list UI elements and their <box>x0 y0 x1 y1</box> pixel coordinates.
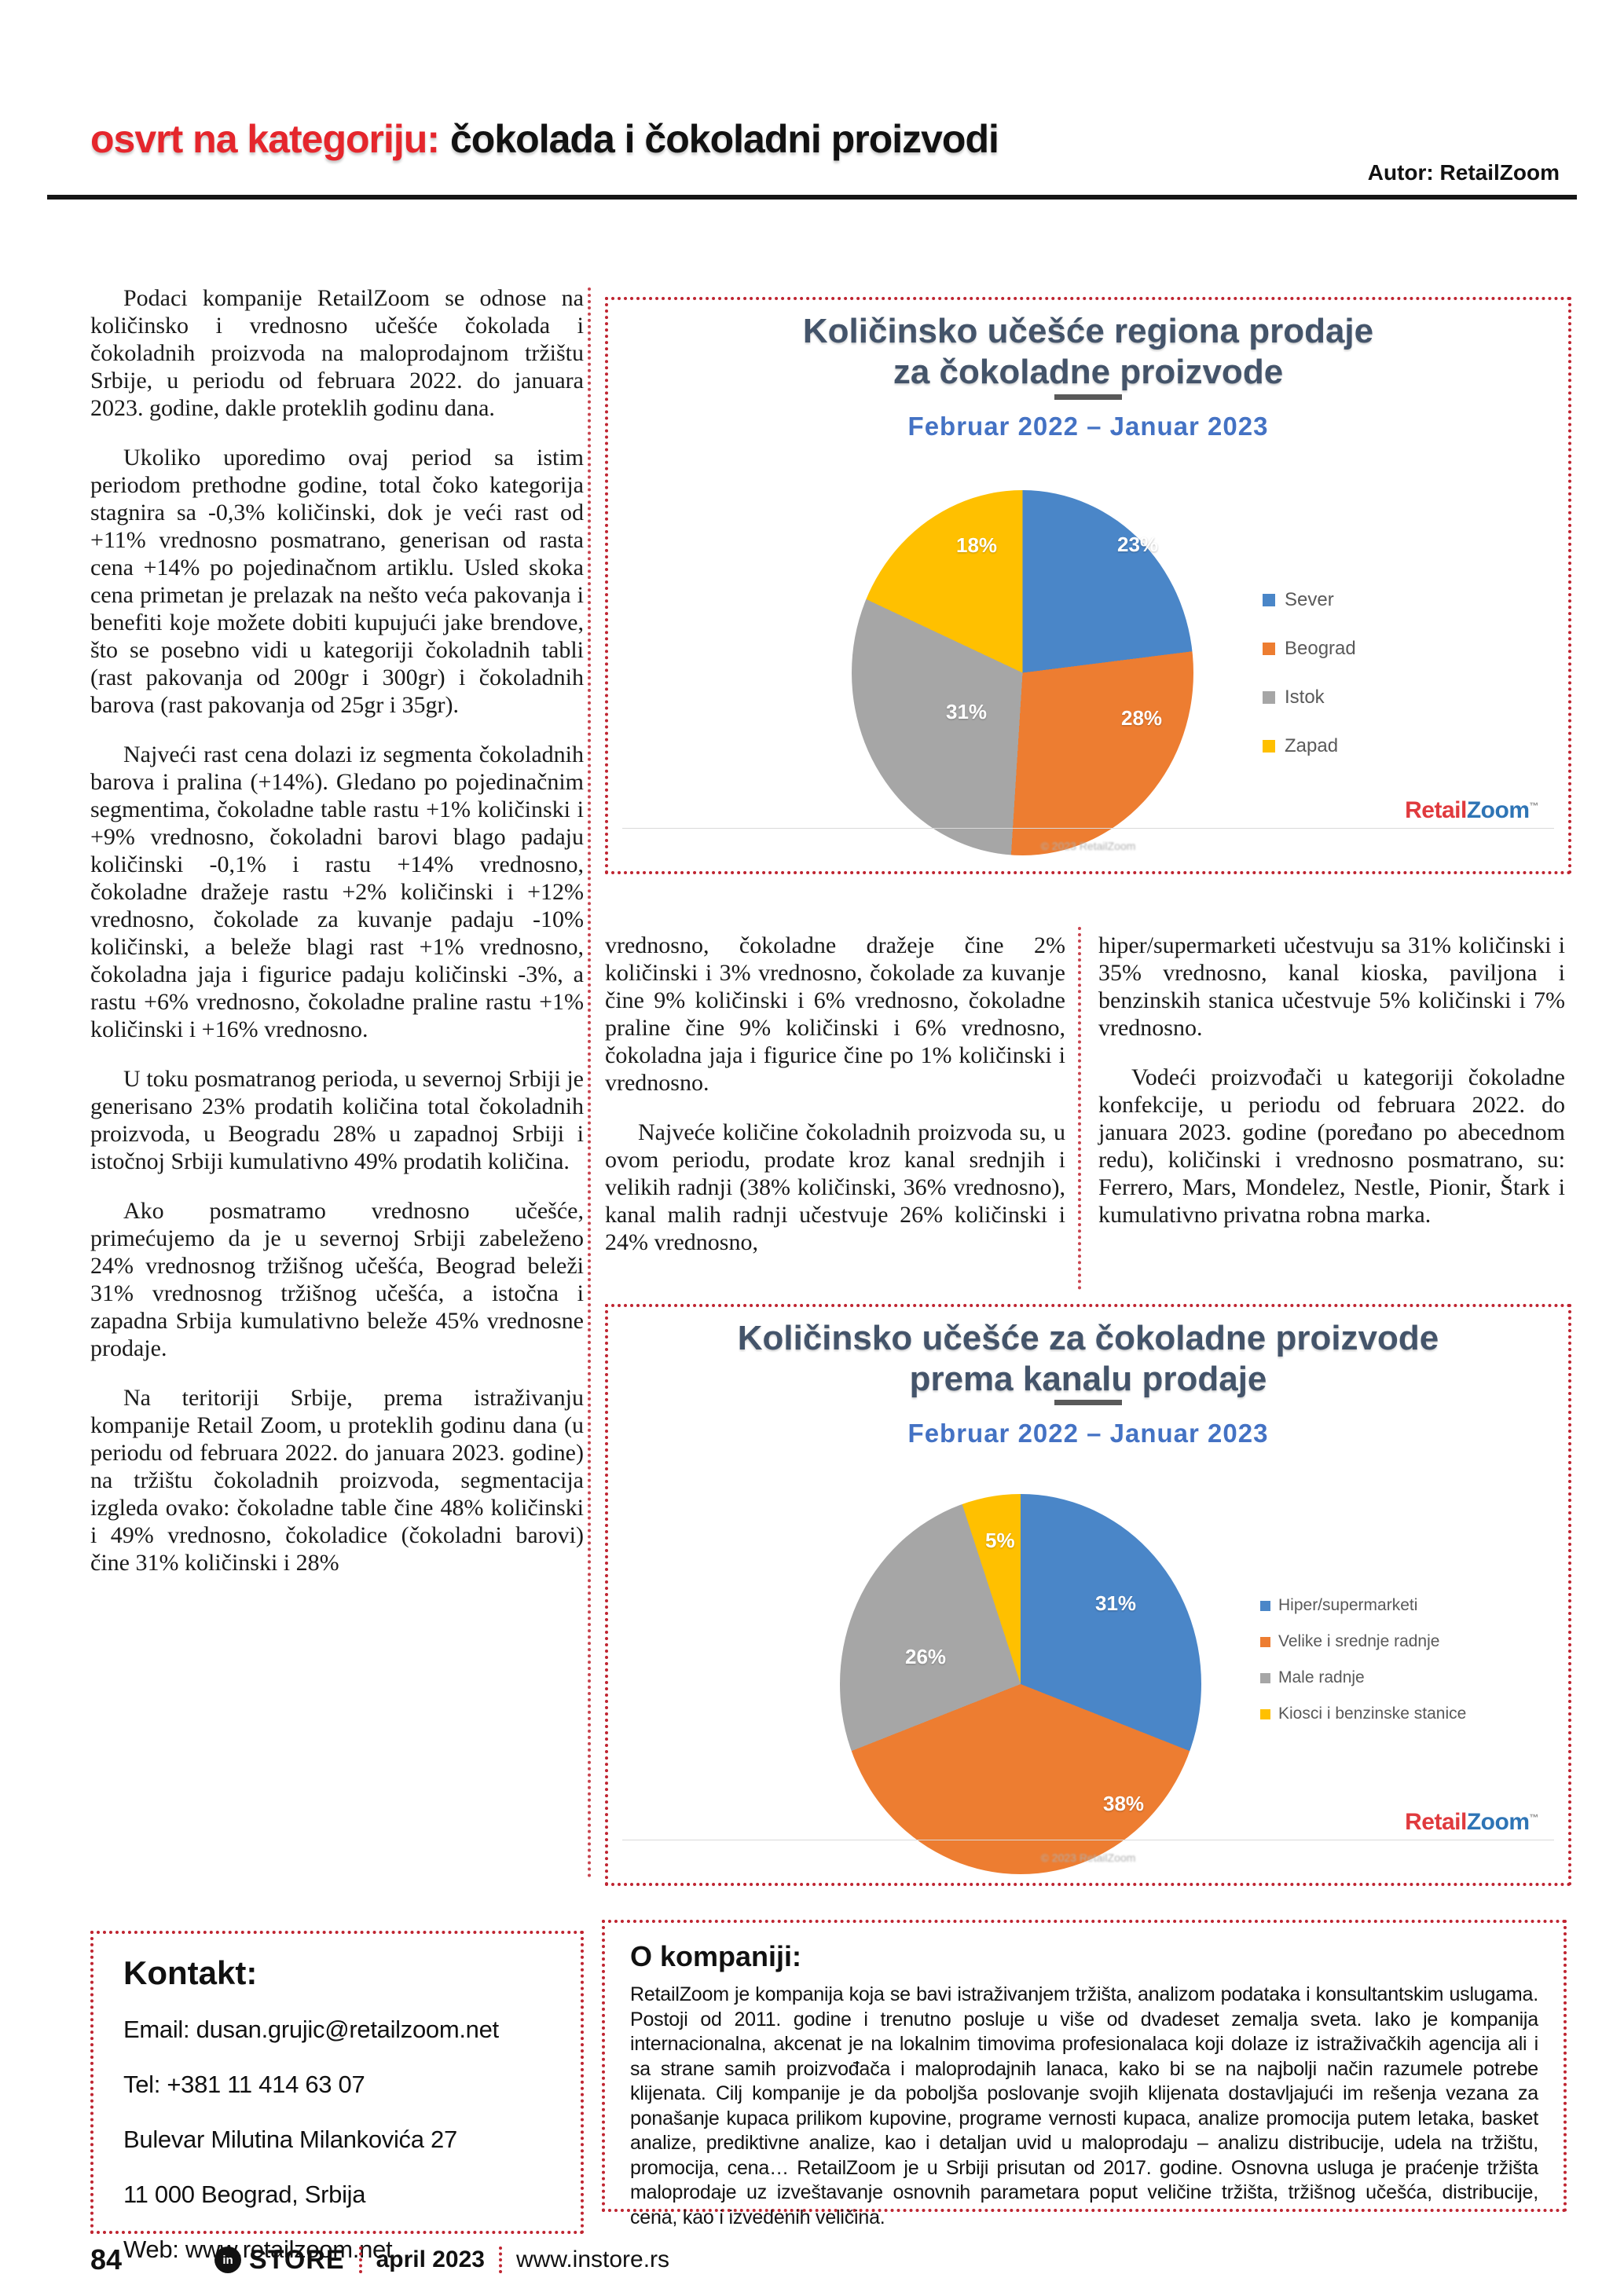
pie-slice-label: 31% <box>1095 1591 1137 1615</box>
article-column-3: hiper/supermarketi učestvuju sa 31% koli… <box>1098 932 1565 1251</box>
pie-slice-label: 38% <box>1103 1792 1145 1815</box>
chart-title: Količinsko učešće regiona prodaje za čok… <box>802 312 1374 391</box>
legend-label: Istok <box>1285 687 1325 708</box>
legend-swatch <box>1263 740 1275 753</box>
paragraph: Ako posmatramo vrednosno učešće, primeću… <box>90 1198 584 1361</box>
legend-swatch <box>1260 1708 1270 1719</box>
legend-label: Beograd <box>1285 638 1356 659</box>
paragraph: vrednosno, čokoladne dražeje čine 2% kol… <box>605 932 1065 1096</box>
paragraph: Najveće količine čokoladnih proizvoda su… <box>605 1119 1065 1255</box>
column-separator <box>1078 927 1081 1290</box>
page-header: osvrt na kategoriju: čokolada i čokoladni… <box>90 116 999 162</box>
store-wordmark: STORE <box>249 2244 345 2275</box>
pie-chart-regions <box>852 490 1193 855</box>
chart-title: Količinsko učešće za čokoladne proizvode… <box>737 1319 1439 1398</box>
pie-slice-label: 28% <box>1121 706 1163 730</box>
legend-swatch <box>1260 1672 1270 1683</box>
pie-chart-channels <box>840 1494 1201 1874</box>
contact-box: Kontakt: Email: dusan.grujic@retailzoom.… <box>90 1931 584 2263</box>
legend-item: Sever <box>1263 589 1356 611</box>
about-heading: O kompaniji: <box>630 1940 802 1972</box>
retailzoom-logo: RetailZoom™ <box>1405 1809 1538 1835</box>
paragraph: Najveći rast cena dolazi iz segmenta čok… <box>90 742 584 1042</box>
chart-source-note: © 2023 RetailZoom <box>1040 840 1136 852</box>
pie-slice-label: 23% <box>1117 533 1159 556</box>
footer-separator <box>358 2247 362 2273</box>
article-column-1: Podaci kompanije RetailZoom se odnose na… <box>90 284 584 1598</box>
chart-subtitle: Februar 2022 – Januar 2023 <box>907 1419 1269 1448</box>
chart-legend: Sever Beograd Istok Zapad <box>1263 589 1356 784</box>
legend-label: Velike i srednje radnje <box>1278 1632 1440 1650</box>
legend-label: Zapad <box>1285 735 1339 756</box>
pie-slice-label: 26% <box>905 1645 947 1668</box>
chart-source-note: © 2023 RetailZoom <box>1040 1851 1136 1864</box>
legend-swatch <box>1260 1636 1270 1647</box>
legend-item: Zapad <box>1263 735 1356 757</box>
contact-tel: Tel: +381 11 414 63 07 <box>123 2071 365 2098</box>
chart-box-regions: Količinsko učešće regiona prodaje za čok… <box>605 297 1571 874</box>
legend-swatch <box>1260 1600 1270 1611</box>
paragraph: Ukoliko uporedimo ovaj period sa istim p… <box>90 445 584 718</box>
chart-legend: Hiper/supermarketi Velike i srednje radn… <box>1260 1596 1466 1741</box>
chart-title-divider <box>1054 1400 1122 1405</box>
paragraph: hiper/supermarketi učestvuju sa 31% koli… <box>1098 932 1565 1041</box>
footer-separator <box>499 2247 502 2273</box>
legend-swatch <box>1263 691 1275 704</box>
contact-city: 11 000 Beograd, Srbija <box>123 2181 366 2208</box>
contact-web: Web: www.retailzoom.net <box>123 2236 393 2263</box>
chart-baseline <box>622 828 1554 829</box>
legend-item: Male radnje <box>1260 1668 1466 1687</box>
header-kicker: osvrt na kategoriju: <box>90 117 440 161</box>
legend-item: Beograd <box>1263 638 1356 660</box>
header-rule <box>47 195 1577 200</box>
author-credit: Autor: RetailZoom <box>1367 160 1560 185</box>
chart-title-divider <box>1054 394 1122 400</box>
legend-label: Sever <box>1285 589 1334 610</box>
column-separator <box>588 287 591 1879</box>
legend-label: Kiosci i benzinske stanice <box>1278 1705 1467 1723</box>
page-footer: 84 in STORE april 2023 www.instore.rs <box>90 2243 669 2276</box>
about-body: RetailZoom je kompanija koja se bavi ist… <box>630 1983 1538 2228</box>
paragraph: Podaci kompanije RetailZoom se odnose na… <box>90 285 584 421</box>
article-column-2: vrednosno, čokoladne dražeje čine 2% kol… <box>605 932 1065 1278</box>
pie-slice-label: 5% <box>985 1529 1015 1552</box>
pie-slice-label: 18% <box>956 533 998 557</box>
chart-box-channels: Količinsko učešće za čokoladne proizvode… <box>605 1304 1571 1886</box>
paragraph: U toku posmatranog perioda, u severnoj S… <box>90 1066 584 1174</box>
page-title: čokolada i čokoladni proizvodi <box>450 117 999 161</box>
legend-swatch <box>1263 643 1275 655</box>
retailzoom-logo: RetailZoom™ <box>1405 797 1538 823</box>
page-number: 84 <box>90 2243 123 2276</box>
legend-item: Kiosci i benzinske stanice <box>1260 1705 1466 1723</box>
legend-swatch <box>1263 594 1275 606</box>
legend-item: Istok <box>1263 687 1356 709</box>
paragraph: Vodeći proizvođači u kategoriji čokoladn… <box>1098 1064 1565 1228</box>
legend-item: Hiper/supermarketi <box>1260 1596 1466 1615</box>
legend-item: Velike i srednje radnje <box>1260 1632 1466 1651</box>
pie-slice-label: 31% <box>946 700 988 723</box>
contact-email: Email: dusan.grujic@retailzoom.net <box>123 2016 499 2043</box>
instore-logo-icon: in <box>214 2247 242 2273</box>
legend-label: Hiper/supermarketi <box>1278 1596 1418 1614</box>
website-url: www.instore.rs <box>516 2247 670 2272</box>
paragraph: Na teritoriji Srbije, prema istraživanju… <box>90 1385 584 1576</box>
chart-subtitle: Februar 2022 – Januar 2023 <box>907 412 1269 441</box>
contact-address: Bulevar Milutina Milankovića 27 <box>123 2126 457 2153</box>
legend-label: Male radnje <box>1278 1668 1365 1686</box>
contact-heading: Kontakt: <box>123 1954 258 1991</box>
about-box: O kompaniji: RetailZoom je kompanija koj… <box>602 1920 1567 2228</box>
issue-date: april 2023 <box>376 2247 485 2272</box>
